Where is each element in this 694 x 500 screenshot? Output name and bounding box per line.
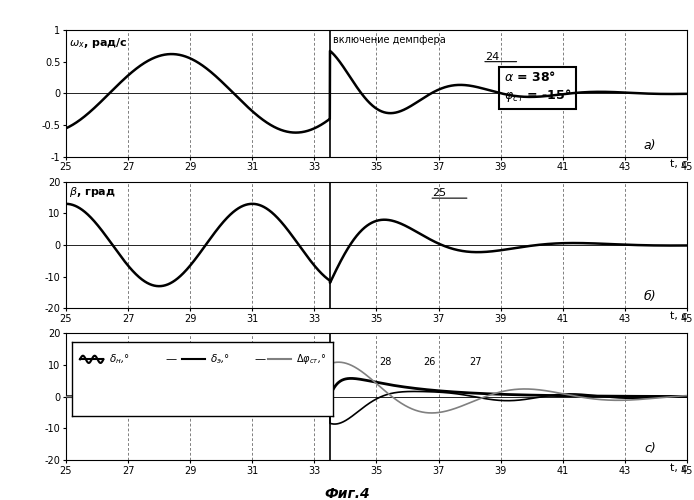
Text: а): а): [643, 138, 656, 151]
Text: 27: 27: [470, 357, 482, 367]
Text: $\alpha$ = 38°
$\varphi_{ст}$ = -15°: $\alpha$ = 38° $\varphi_{ст}$ = -15°: [504, 70, 571, 104]
Text: 25: 25: [432, 188, 446, 198]
Text: 24: 24: [485, 52, 500, 62]
Text: включение демпфера: включение демпфера: [333, 35, 446, 45]
Text: б): б): [643, 290, 656, 304]
Text: 26: 26: [423, 357, 435, 367]
Text: t, с: t, с: [670, 311, 687, 321]
Text: $\omega_x$, рад/с: $\omega_x$, рад/с: [69, 36, 128, 51]
Text: 28: 28: [380, 357, 392, 367]
Text: $\beta$, град: $\beta$, град: [69, 186, 116, 200]
Text: t, с: t, с: [670, 462, 687, 472]
Text: с): с): [644, 442, 656, 455]
Text: t, с: t, с: [670, 159, 687, 169]
Text: Фиг.4: Фиг.4: [324, 486, 370, 500]
